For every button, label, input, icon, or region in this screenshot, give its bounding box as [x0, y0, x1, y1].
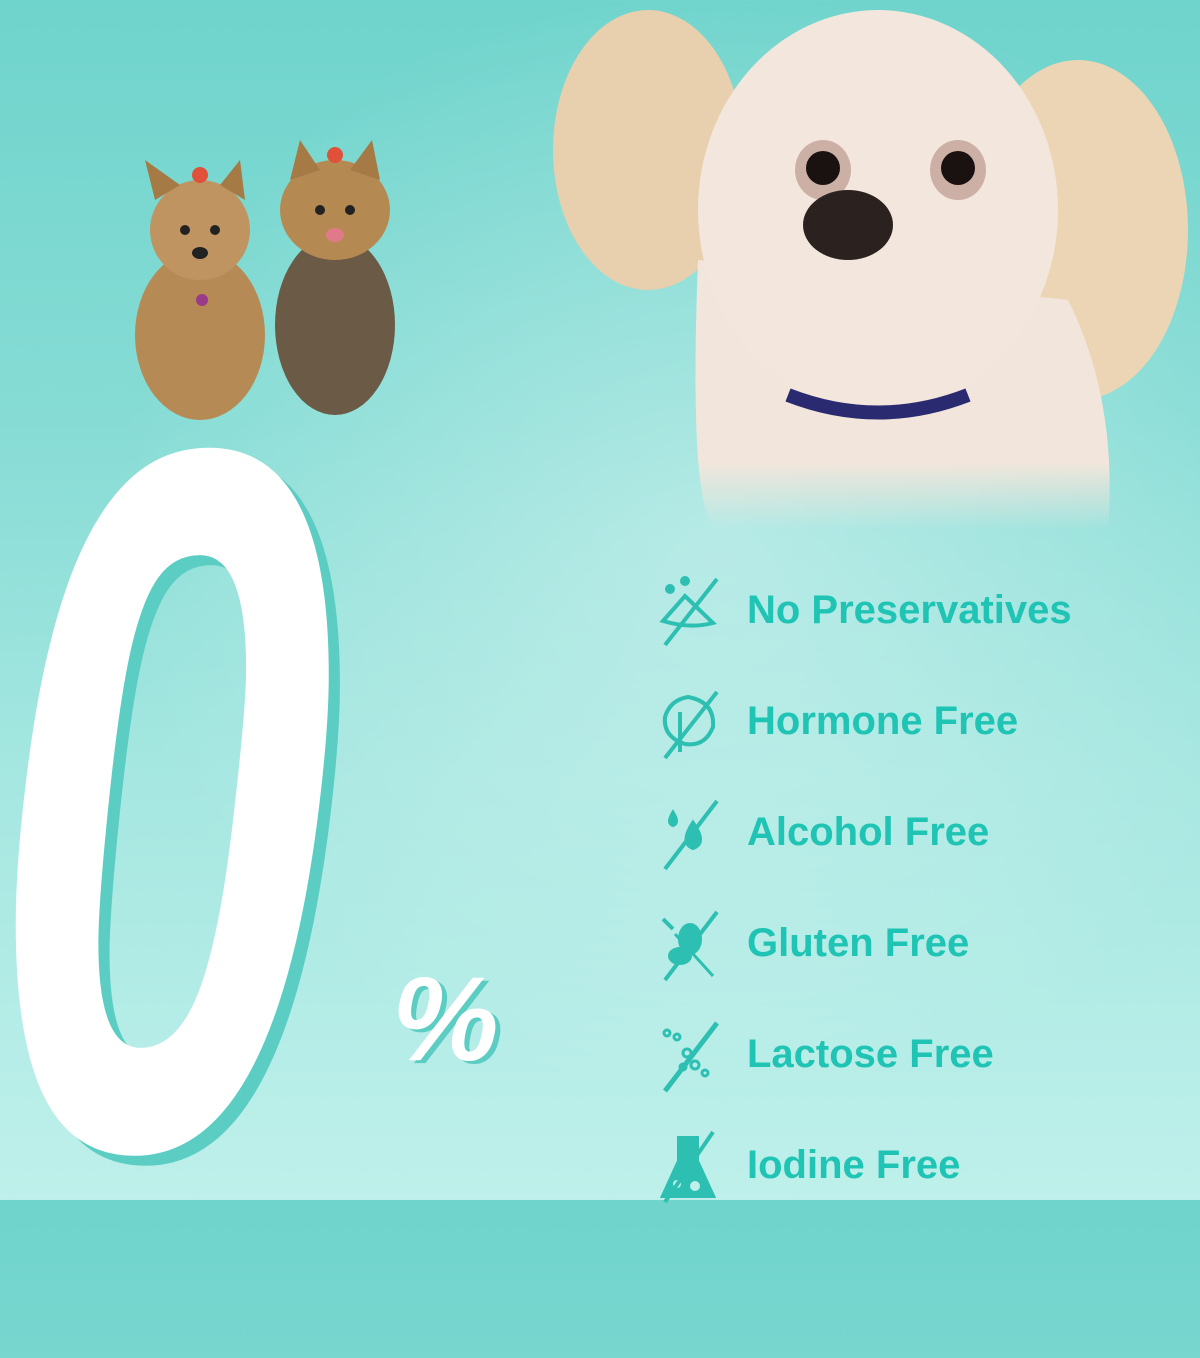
feature-iodine-free: Iodine Free	[655, 1110, 1175, 1221]
feature-label: Lactose Free	[747, 1032, 994, 1076]
feature-label: Iodine Free	[747, 1143, 961, 1187]
feature-list: No Preservatives Hormone Free Alcohol Fr…	[655, 555, 1175, 1221]
feature-no-preservatives: No Preservatives	[655, 555, 1175, 666]
zero-numeral: 0	[0, 241, 335, 1358]
no-alcohol-drop-icon	[663, 799, 719, 870]
no-lactose-bubbles-icon	[662, 1020, 719, 1093]
feature-label: Alcohol Free	[747, 810, 990, 854]
no-iodine-flask-icon	[659, 1130, 717, 1203]
feature-label: No Preservatives	[747, 588, 1072, 632]
feature-alcohol-free: Alcohol Free	[655, 777, 1175, 888]
poodle-dog-image	[553, 10, 1188, 530]
feature-lactose-free: Lactose Free	[655, 999, 1175, 1110]
feature-label: Hormone Free	[747, 699, 1019, 743]
yorkshire-terriers-image	[135, 140, 395, 420]
feature-hormone-free: Hormone Free	[655, 666, 1175, 777]
no-preservatives-icon	[659, 575, 719, 646]
feature-gluten-free: Gluten Free	[655, 888, 1175, 999]
no-gluten-wheat-icon	[661, 910, 719, 981]
percent-sign: %	[392, 952, 499, 1086]
feature-label: Gluten Free	[747, 921, 970, 965]
no-hormone-leaf-icon	[662, 690, 719, 759]
